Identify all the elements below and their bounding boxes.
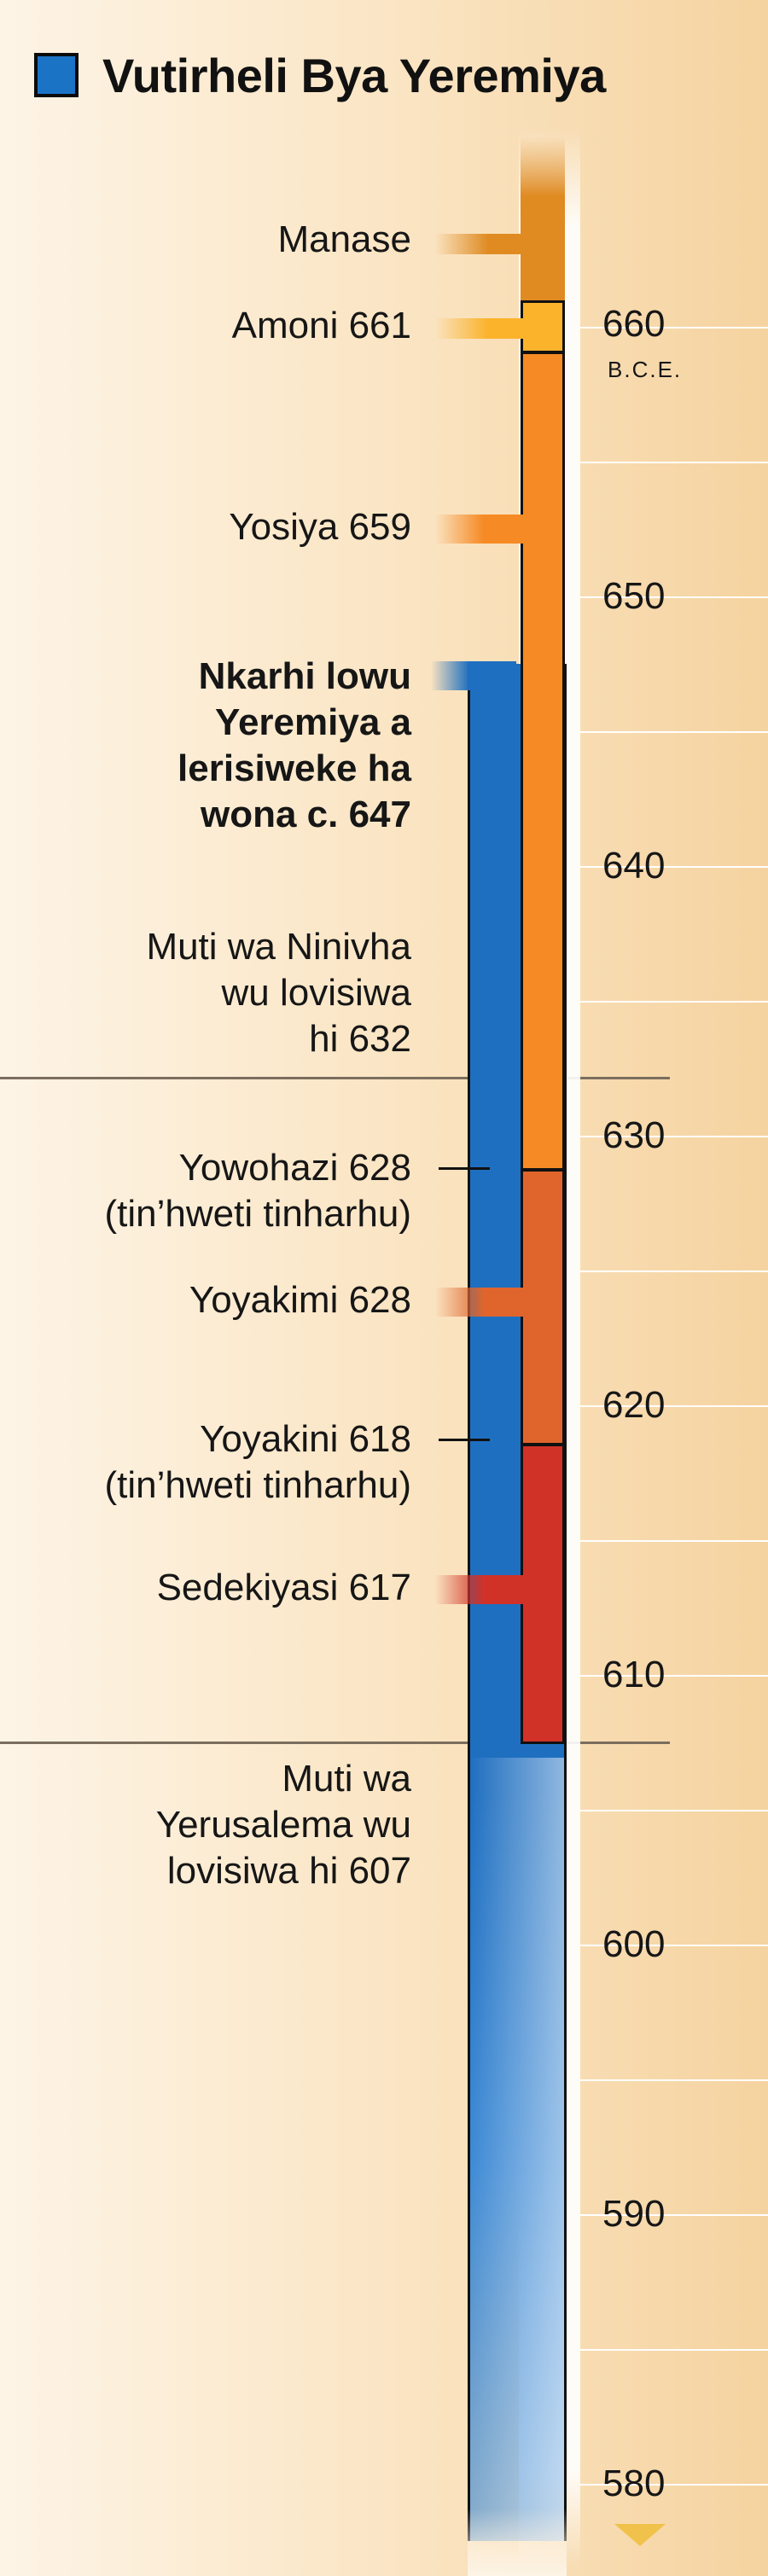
year-label-610: 610 (602, 1654, 666, 1695)
tick-line-605 (580, 1810, 768, 1811)
reign-bar-yosiya (521, 352, 565, 1171)
connector-sedekiyasi (435, 1575, 524, 1604)
era-label: B.C.E. (608, 357, 683, 382)
connector-jeremiah (431, 661, 516, 690)
label-yosiya: Yosiya 659 (229, 506, 411, 548)
label-jeremiah-line-3: lerisiweke ha (177, 747, 411, 789)
year-label-630: 630 (602, 1114, 666, 1156)
legend-swatch-jeremiah (34, 53, 79, 97)
tick-line-655 (580, 462, 768, 463)
connector-yoyakimi (435, 1288, 524, 1317)
label-yowohazi-line-1: Yowohazi 628 (178, 1147, 411, 1189)
reign-bar-manase (521, 137, 565, 307)
tick-line-585 (580, 2349, 768, 2351)
tick-line-645 (580, 731, 768, 733)
year-label-590: 590 (602, 2193, 666, 2235)
tick-line-625 (580, 1271, 768, 1272)
connector-manase (435, 234, 524, 254)
connector-amoni (435, 318, 524, 339)
label-ninivha-line-1: Muti wa Ninivha (146, 926, 411, 968)
label-amoni: Amoni 661 (231, 305, 411, 346)
label-ninivha-line-3: hi 632 (309, 1018, 411, 1060)
jeremiah-bar-highlight (470, 1758, 564, 2541)
year-label-600: 600 (602, 1923, 666, 1965)
tick-line-635 (580, 1001, 768, 1003)
year-label-620: 620 (602, 1384, 666, 1426)
tick-line-640 (580, 866, 768, 868)
chart-title: Vutirheli Bya Yeremiya (34, 41, 606, 109)
label-yoyakini-line-1: Yoyakini 618 (200, 1418, 411, 1460)
reign-bar-sedekiyasi (521, 1444, 565, 1744)
title-text: Vutirheli Bya Yeremiya (102, 48, 606, 102)
tick-line-630 (580, 1136, 768, 1137)
divider-ninivha (0, 1077, 670, 1079)
label-yerusalema-line-1: Muti wa (282, 1758, 411, 1800)
continue-down-arrow-icon (614, 2524, 666, 2546)
reign-bar-amoni (521, 300, 565, 353)
label-yoyakimi: Yoyakimi 628 (189, 1279, 411, 1321)
connector-yowohazi (439, 1167, 490, 1170)
year-label-660: 660 (602, 303, 666, 345)
tick-line-590 (580, 2214, 768, 2216)
year-label-580: 580 (602, 2463, 666, 2504)
label-yerusalema-line-3: lovisiwa hi 607 (166, 1850, 411, 1892)
tick-line-610 (580, 1675, 768, 1677)
label-jeremiah-line-1: Nkarhi lowu (198, 655, 411, 697)
jeremiah-bar-fade-end (468, 2509, 567, 2576)
year-label-650: 650 (602, 575, 666, 617)
tick-line-580 (580, 2484, 768, 2486)
tick-line-620 (580, 1405, 768, 1407)
tick-line-600 (580, 1945, 768, 1946)
label-jeremiah-line-2: Yeremiya a (215, 701, 411, 743)
tick-line-615 (580, 1540, 768, 1542)
year-label-640: 640 (602, 845, 666, 887)
tick-line-660 (580, 327, 768, 329)
divider-yerusalema (0, 1742, 670, 1744)
label-yoyakini-line-2: (tin’hweti tinharhu) (104, 1464, 412, 1506)
tick-line-595 (580, 2079, 768, 2081)
label-yerusalema-line-2: Yerusalema wu (155, 1804, 411, 1846)
label-manase: Manase (277, 218, 411, 260)
label-jeremiah-line-4: wona c. 647 (200, 794, 411, 835)
reign-bar-yowahazi-yoyakimi-yoyakini (521, 1169, 565, 1445)
tick-line-650 (580, 596, 768, 598)
label-yowohazi-line-2: (tin’hweti tinharhu) (104, 1193, 412, 1235)
label-ninivha-line-2: wu lovisiwa (221, 972, 411, 1014)
connector-yosiya (435, 515, 524, 544)
label-sedekiyasi: Sedekiyasi 617 (156, 1567, 411, 1608)
connector-yoyakini (439, 1439, 490, 1441)
